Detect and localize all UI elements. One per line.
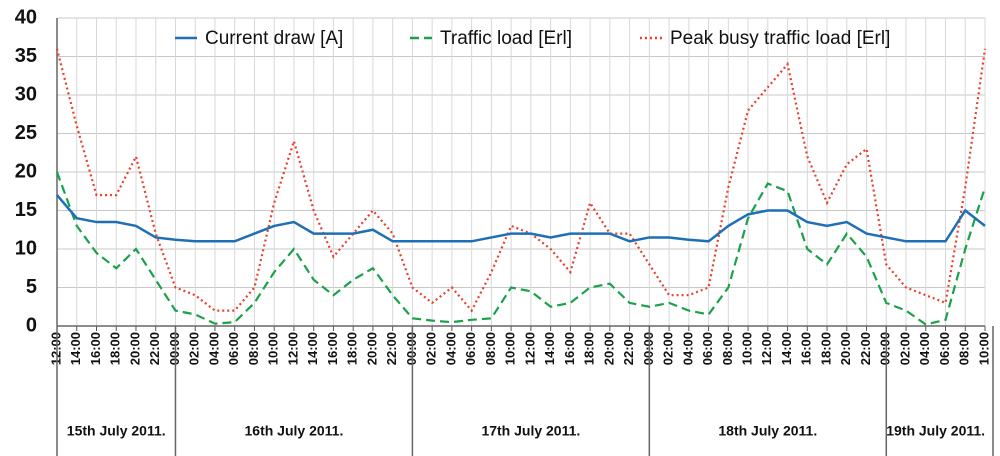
legend-label: Current draw [A]	[205, 28, 343, 49]
x-tick-label: 12:00	[759, 332, 774, 365]
y-tick-label: 35	[15, 45, 37, 67]
legend-label: Traffic load [Erl]	[440, 28, 572, 49]
day-label: 17th July 2011.	[481, 423, 580, 439]
x-tick-label: 16:00	[562, 332, 577, 365]
x-tick-label: 04:00	[206, 332, 221, 365]
x-tick-label: 08:00	[246, 332, 261, 365]
x-tick-label: 14:00	[779, 332, 794, 365]
x-tick-label: 12:00	[522, 332, 537, 365]
y-tick-label: 40	[15, 6, 37, 28]
x-tick-label: 04:00	[917, 332, 932, 365]
x-tick-label: 18:00	[108, 332, 123, 365]
x-tick-label: 04:00	[443, 332, 458, 365]
series-line	[55, 48, 987, 313]
x-tick-label: 14:00	[68, 332, 83, 365]
x-tick-label: 06:00	[700, 332, 715, 365]
y-tick-label: 10	[15, 237, 37, 259]
series-line	[56, 194, 986, 243]
x-tick-label: 08:00	[720, 332, 735, 365]
x-tick-label: 06:00	[226, 332, 241, 365]
x-tick-label: 02:00	[661, 332, 676, 365]
x-tick-label: 20:00	[601, 332, 616, 365]
x-tick-label: 00:00	[878, 332, 893, 365]
x-tick-label: 12:00	[48, 332, 63, 365]
x-tick-label: 14:00	[305, 332, 320, 365]
x-tick-label: 22:00	[621, 332, 636, 365]
x-tick-label: 20:00	[364, 332, 379, 365]
x-tick-label: 18:00	[818, 332, 833, 365]
day-label: 19th July 2011.	[886, 423, 985, 439]
x-tick-label: 06:00	[463, 332, 478, 365]
day-label: 16th July 2011.	[245, 423, 344, 439]
x-tick-label: 16:00	[88, 332, 103, 365]
x-tick-label: 16:00	[799, 332, 814, 365]
legend-label: Peak busy traffic load [Erl]	[670, 28, 890, 49]
y-tick-label: 0	[26, 314, 37, 336]
legend-bg	[636, 26, 644, 27]
x-tick-label: 00:00	[641, 332, 656, 365]
series-line	[55, 171, 987, 326]
y-tick-label: 15	[15, 199, 37, 221]
x-tick-label: 20:00	[127, 332, 142, 365]
x-tick-label: 20:00	[838, 332, 853, 365]
x-tick-label: 10:00	[503, 332, 518, 365]
x-tick-label: 10:00	[740, 332, 755, 365]
x-tick-label: 18:00	[582, 332, 597, 365]
x-tick-label: 00:00	[404, 332, 419, 365]
x-tick-label: 22:00	[147, 332, 162, 365]
x-tick-label: 06:00	[937, 332, 952, 365]
x-tick-label: 08:00	[957, 332, 972, 365]
x-tick-label: 02:00	[897, 332, 912, 365]
x-tick-label: 10:00	[266, 332, 281, 365]
x-tick-label: 18:00	[345, 332, 360, 365]
y-tick-label: 20	[15, 160, 37, 182]
x-tick-label: 14:00	[542, 332, 557, 365]
x-tick-label: 08:00	[483, 332, 498, 365]
x-tick-label: 12:00	[285, 332, 300, 365]
x-tick-label: 02:00	[424, 332, 439, 365]
x-tick-label: 22:00	[384, 332, 399, 365]
y-tick-label: 5	[26, 276, 37, 298]
x-tick-label: 10:00	[976, 332, 991, 365]
x-tick-label: 16:00	[325, 332, 340, 365]
x-tick-label: 04:00	[680, 332, 695, 365]
day-label: 18th July 2011.	[718, 423, 817, 439]
day-label: 15th July 2011.	[67, 423, 166, 439]
y-tick-label: 25	[15, 122, 37, 144]
x-tick-label: 00:00	[167, 332, 182, 365]
x-tick-label: 02:00	[187, 332, 202, 365]
y-tick-label: 30	[15, 83, 37, 105]
x-tick-label: 22:00	[858, 332, 873, 365]
